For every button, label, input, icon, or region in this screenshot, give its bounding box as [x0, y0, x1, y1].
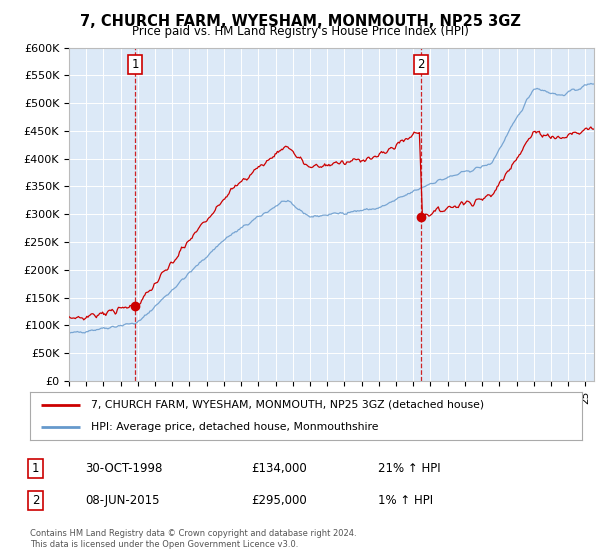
Text: £295,000: £295,000: [251, 494, 307, 507]
Text: 21% ↑ HPI: 21% ↑ HPI: [378, 462, 440, 475]
Text: 7, CHURCH FARM, WYESHAM, MONMOUTH, NP25 3GZ: 7, CHURCH FARM, WYESHAM, MONMOUTH, NP25 …: [80, 14, 520, 29]
Text: 08-JUN-2015: 08-JUN-2015: [85, 494, 160, 507]
Text: 1% ↑ HPI: 1% ↑ HPI: [378, 494, 433, 507]
Text: HPI: Average price, detached house, Monmouthshire: HPI: Average price, detached house, Monm…: [91, 422, 378, 432]
Text: Price paid vs. HM Land Registry's House Price Index (HPI): Price paid vs. HM Land Registry's House …: [131, 25, 469, 38]
Text: 2: 2: [417, 58, 425, 71]
Text: 1: 1: [131, 58, 139, 71]
Text: 1: 1: [32, 462, 39, 475]
Text: £134,000: £134,000: [251, 462, 307, 475]
Text: Contains HM Land Registry data © Crown copyright and database right 2024.
This d: Contains HM Land Registry data © Crown c…: [30, 529, 356, 549]
Text: 7, CHURCH FARM, WYESHAM, MONMOUTH, NP25 3GZ (detached house): 7, CHURCH FARM, WYESHAM, MONMOUTH, NP25 …: [91, 400, 484, 410]
Text: 2: 2: [32, 494, 39, 507]
Text: 30-OCT-1998: 30-OCT-1998: [85, 462, 163, 475]
